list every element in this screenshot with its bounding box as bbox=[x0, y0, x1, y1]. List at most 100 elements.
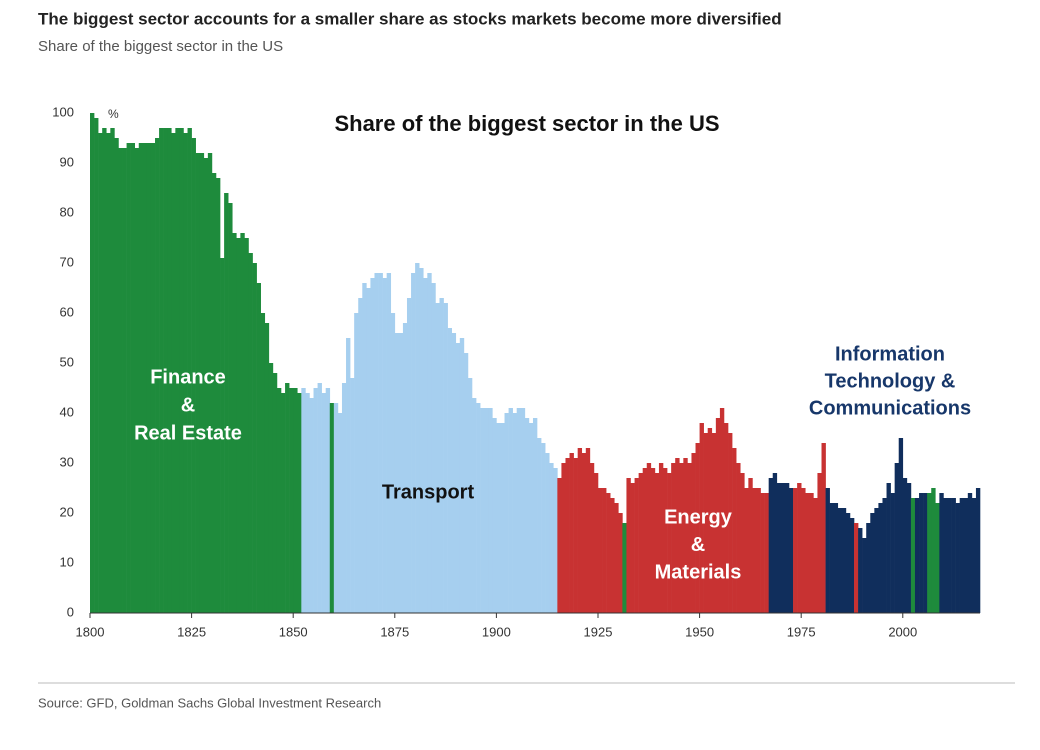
bar bbox=[203, 158, 209, 613]
bar bbox=[272, 373, 278, 613]
bar bbox=[232, 233, 237, 613]
bar bbox=[894, 463, 900, 613]
bar bbox=[167, 128, 172, 613]
y-tick-label: 40 bbox=[60, 404, 74, 419]
bar bbox=[439, 298, 444, 613]
bar bbox=[691, 453, 696, 613]
bar bbox=[549, 463, 554, 613]
bar bbox=[858, 528, 863, 613]
bar bbox=[252, 263, 257, 613]
bar bbox=[703, 433, 709, 613]
bar bbox=[902, 478, 908, 613]
y-tick-label: 30 bbox=[60, 454, 74, 469]
bar bbox=[297, 393, 302, 613]
bar bbox=[179, 128, 184, 613]
bar bbox=[870, 513, 875, 613]
bar bbox=[236, 238, 241, 613]
bar bbox=[484, 408, 489, 613]
bar bbox=[589, 463, 595, 613]
bar bbox=[793, 488, 798, 613]
bar bbox=[268, 363, 274, 613]
bar bbox=[878, 503, 883, 613]
bar bbox=[541, 443, 546, 613]
bar bbox=[281, 393, 286, 613]
bar bbox=[939, 493, 944, 613]
bar bbox=[630, 483, 635, 613]
bar bbox=[732, 448, 737, 613]
bar bbox=[163, 128, 168, 613]
bar bbox=[545, 453, 550, 613]
bar bbox=[695, 443, 700, 613]
bar bbox=[187, 128, 192, 613]
bar bbox=[642, 468, 648, 613]
bar bbox=[329, 403, 335, 613]
bar bbox=[764, 493, 769, 613]
bar bbox=[524, 418, 530, 613]
bar bbox=[736, 463, 741, 613]
y-unit: % bbox=[108, 107, 119, 121]
bar bbox=[943, 498, 948, 613]
annotation: Communications bbox=[809, 397, 971, 419]
bar bbox=[866, 523, 871, 613]
bar bbox=[768, 478, 774, 613]
bar bbox=[289, 388, 294, 613]
bar bbox=[406, 298, 412, 613]
y-tick-label: 70 bbox=[60, 254, 74, 269]
x-tick-label: 1825 bbox=[177, 624, 206, 639]
x-tick-label: 1875 bbox=[380, 624, 409, 639]
bar bbox=[723, 423, 729, 613]
bar bbox=[565, 458, 570, 613]
bar bbox=[862, 538, 867, 613]
bar bbox=[305, 393, 310, 613]
bar bbox=[394, 333, 400, 613]
bar bbox=[382, 278, 387, 613]
annotation: Materials bbox=[655, 561, 742, 583]
bar bbox=[569, 453, 574, 613]
bar bbox=[561, 463, 566, 613]
y-tick-label: 50 bbox=[60, 354, 74, 369]
y-tick-label: 20 bbox=[60, 504, 74, 519]
bar bbox=[935, 503, 940, 613]
bar bbox=[398, 333, 404, 613]
x-tick-label: 2000 bbox=[888, 624, 917, 639]
bar bbox=[276, 388, 282, 613]
x-tick-label: 1900 bbox=[482, 624, 511, 639]
bar bbox=[313, 388, 318, 613]
bar bbox=[256, 283, 261, 613]
bar bbox=[675, 458, 680, 613]
bar bbox=[370, 278, 375, 613]
chart-subtitle: Share of the biggest sector in the US bbox=[38, 38, 283, 55]
annotation: & bbox=[181, 394, 195, 416]
bar bbox=[760, 493, 765, 613]
bar bbox=[699, 423, 704, 613]
bar bbox=[293, 388, 298, 613]
bar bbox=[658, 463, 664, 613]
bar bbox=[142, 143, 148, 613]
bar bbox=[687, 463, 692, 613]
bar bbox=[358, 298, 363, 613]
bar bbox=[752, 488, 757, 613]
bar bbox=[195, 153, 201, 613]
bar bbox=[118, 148, 123, 613]
y-tick-label: 0 bbox=[67, 604, 74, 619]
bar bbox=[573, 458, 578, 613]
bar bbox=[553, 468, 558, 613]
bar bbox=[711, 433, 717, 613]
bar bbox=[959, 498, 965, 613]
bar bbox=[171, 133, 176, 613]
source: Source: GFD, Goldman Sachs Global Invest… bbox=[38, 695, 381, 710]
bar bbox=[301, 388, 306, 613]
bar bbox=[435, 303, 440, 613]
bar bbox=[955, 503, 960, 613]
bar bbox=[919, 493, 924, 613]
x-tick-label: 1800 bbox=[76, 624, 105, 639]
bar bbox=[756, 488, 761, 613]
bar bbox=[150, 143, 156, 613]
bar bbox=[963, 498, 969, 613]
bar bbox=[248, 253, 253, 613]
bar bbox=[415, 263, 420, 613]
bar bbox=[459, 338, 465, 613]
bar bbox=[833, 503, 839, 613]
bar bbox=[809, 493, 814, 613]
